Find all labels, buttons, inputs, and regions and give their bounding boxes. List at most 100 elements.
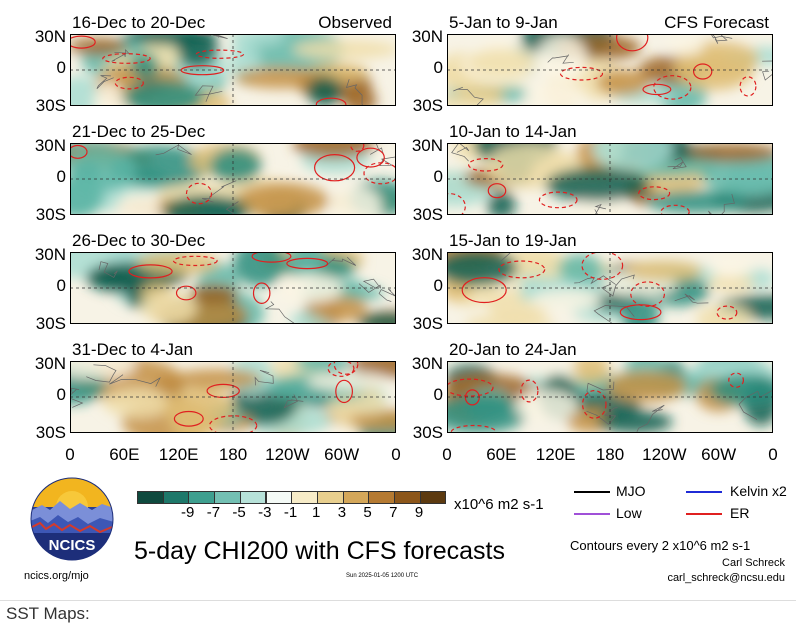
colorbar-swatch <box>317 491 344 504</box>
map-panel <box>70 252 396 324</box>
colorbar-swatch <box>420 491 447 504</box>
field-blob <box>537 35 587 81</box>
y-tick-label: 0 <box>403 59 443 77</box>
x-tick-label: 120W <box>634 446 694 464</box>
y-tick-label: 30S <box>26 424 66 442</box>
field-blob <box>531 289 604 311</box>
y-tick-label: 30S <box>26 315 66 333</box>
panel-title: 21-Dec to 25-Dec <box>72 123 205 141</box>
field-blob <box>515 390 578 422</box>
panel-title: 26-Dec to 30-Dec <box>72 232 205 250</box>
field-blob <box>708 256 754 278</box>
map-panel <box>70 361 396 433</box>
field-blob <box>190 284 238 304</box>
x-tick-label: 60W <box>689 446 749 464</box>
map-field <box>70 361 396 433</box>
y-tick-label: 0 <box>403 386 443 404</box>
colorbar-label: 9 <box>404 504 434 521</box>
colorbar-swatch <box>240 491 267 504</box>
panel-title: 16-Dec to 20-Dec <box>72 14 205 32</box>
colorbar-swatch <box>137 491 164 504</box>
legend-kelvin-line <box>686 491 722 493</box>
colorbar-swatch <box>214 491 241 504</box>
legend-low-label: Low <box>616 505 642 521</box>
field-blob <box>597 411 673 434</box>
x-tick-label: 180 <box>203 446 263 464</box>
colorbar-swatch <box>188 491 215 504</box>
y-tick-label: 30N <box>403 246 443 264</box>
colorbar-swatch <box>368 491 395 504</box>
field-blob <box>545 167 649 202</box>
panel-title: 10-Jan to 14-Jan <box>449 123 577 141</box>
y-tick-label: 0 <box>26 59 66 77</box>
y-tick-label: 0 <box>26 386 66 404</box>
legend-mjo-label: MJO <box>616 483 646 499</box>
y-tick-label: 0 <box>403 277 443 295</box>
field-blob <box>171 369 262 389</box>
field-blob <box>307 76 343 106</box>
legend-low-line <box>574 513 610 515</box>
x-tick-label: 60E <box>94 446 154 464</box>
map-field <box>70 34 396 106</box>
next-section-heading: SST Maps: <box>0 600 796 619</box>
field-blob <box>468 49 535 77</box>
map-panel <box>70 143 396 215</box>
field-blob <box>293 40 396 59</box>
email[interactable]: carl_schreck@ncsu.edu <box>667 572 785 584</box>
logo-text: NCICS <box>49 537 96 554</box>
field-blob <box>596 69 650 95</box>
colorbar-units: x10^6 m2 s-1 <box>454 496 544 513</box>
map-panel <box>447 143 773 215</box>
field-blob <box>130 53 159 79</box>
panel-title: 5-Jan to 9-Jan <box>449 14 558 32</box>
y-tick-label: 30N <box>403 137 443 155</box>
map-field <box>447 34 773 106</box>
x-tick-label: 120E <box>149 446 209 464</box>
panel-tag: CFS Forecast <box>664 14 769 32</box>
field-blob <box>447 252 518 286</box>
map-panel <box>447 34 773 106</box>
x-tick-label: 120E <box>526 446 586 464</box>
website-link[interactable]: ncics.org/mjo <box>24 570 89 582</box>
y-tick-label: 30N <box>26 137 66 155</box>
map-panel <box>447 361 773 433</box>
y-tick-label: 30S <box>403 97 443 115</box>
field-blob <box>666 36 704 56</box>
colorbar-swatch <box>343 491 370 504</box>
panel-title: 31-Dec to 4-Jan <box>72 341 193 359</box>
y-tick-label: 0 <box>403 168 443 186</box>
colorbar-swatch <box>266 491 293 504</box>
panel-title: 15-Jan to 19-Jan <box>449 232 577 250</box>
y-tick-label: 0 <box>26 168 66 186</box>
y-tick-label: 30N <box>26 246 66 264</box>
x-tick-label: 0 <box>743 446 796 464</box>
ncics-logo: NCICS <box>30 477 114 561</box>
y-tick-label: 30S <box>403 315 443 333</box>
legend-er-label: ER <box>730 505 749 521</box>
y-tick-label: 30N <box>26 355 66 373</box>
legend-er-line <box>686 513 722 515</box>
panel-tag: Observed <box>318 14 392 32</box>
x-tick-label: 120W <box>257 446 317 464</box>
field-blob <box>277 274 342 304</box>
colorbar-swatch <box>291 491 318 504</box>
y-tick-label: 30N <box>26 28 66 46</box>
field-blob <box>140 291 197 324</box>
panel-title: 20-Jan to 24-Jan <box>449 341 577 359</box>
field-blob <box>210 148 262 183</box>
y-tick-label: 30S <box>26 206 66 224</box>
map-field <box>70 252 396 324</box>
map-field <box>447 252 773 324</box>
colorbar-swatch <box>394 491 421 504</box>
field-blob <box>487 191 516 215</box>
sst-maps-heading: SST Maps: <box>6 604 90 624</box>
field-blob <box>137 252 219 275</box>
y-tick-label: 30N <box>403 28 443 46</box>
x-tick-label: 180 <box>580 446 640 464</box>
y-tick-label: 30S <box>403 206 443 224</box>
field-blob <box>626 260 703 281</box>
y-tick-label: 30S <box>26 97 66 115</box>
x-tick-label: 60E <box>471 446 531 464</box>
x-tick-label: 60W <box>312 446 372 464</box>
field-blob <box>103 388 171 418</box>
